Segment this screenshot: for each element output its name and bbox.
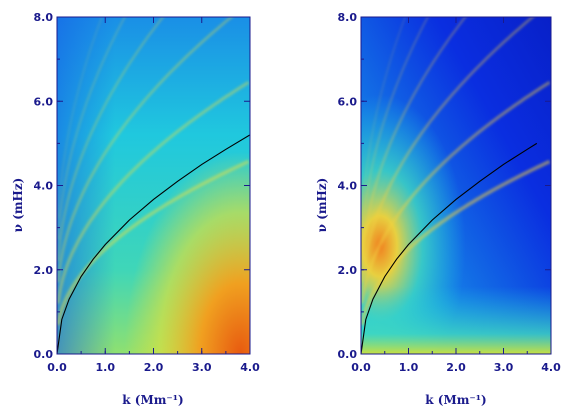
- right-mode-ridge: [361, 17, 467, 262]
- left-x-tick-label: 0.0: [47, 361, 67, 374]
- right-y-tick-label: 2.0: [338, 264, 358, 277]
- left-panel: 0.0 1.0 2.0 3.0 4.0 0.0 2.0 4.0 6.0 8.0 ν (mHz) k…: [11, 11, 261, 407]
- left-dispersion-curve: [57, 134, 250, 354]
- right-mode-ridge: [361, 17, 429, 240]
- right-x-tick-label: 0.0: [351, 361, 371, 374]
- right-x-tick-label: 2.0: [446, 361, 466, 374]
- right-curve: [361, 142, 538, 354]
- right-y-tick-label: 4.0: [338, 180, 358, 193]
- right-x-tick-label: 4.0: [541, 361, 561, 374]
- right-mode-ridge: [361, 17, 406, 219]
- left-mode-ridge: [57, 81, 250, 304]
- left-axes: 0.0 1.0 2.0 3.0 4.0 0.0 2.0 4.0 6.0 8.0: [34, 11, 261, 374]
- right-xlabel: k (Mm⁻¹): [425, 393, 486, 407]
- left-y-tick-label: 2.0: [34, 264, 54, 277]
- left-xlabel: k (Mm⁻¹): [122, 393, 183, 407]
- right-y-tick-label: 8.0: [338, 11, 358, 24]
- left-mode-ridge: [57, 17, 103, 219]
- left-mode-ridge: [57, 17, 165, 262]
- left-curve: [57, 134, 250, 354]
- left-x-tick-label: 3.0: [192, 361, 212, 374]
- right-y-tick-label: 0.0: [338, 348, 358, 361]
- left-ylabel: ν (mHz): [11, 178, 25, 233]
- left-heatmap: [57, 17, 250, 354]
- right-x-tick-label: 3.0: [494, 361, 514, 374]
- left-x-tick-label: 1.0: [96, 361, 116, 374]
- right-dispersion-curve: [361, 142, 538, 354]
- left-mode-ridge: [57, 17, 126, 240]
- right-mode-ridge: [361, 17, 535, 283]
- right-axes: 0.0 1.0 2.0 3.0 4.0 0.0 2.0 4.0 6.0 8.0: [338, 11, 562, 374]
- left-y-tick-label: 8.0: [34, 11, 54, 24]
- right-y-tick-label: 6.0: [338, 95, 358, 108]
- right-x-tick-label: 1.0: [399, 361, 419, 374]
- left-x-tick-label: 4.0: [240, 361, 260, 374]
- right-mode-ridge: [361, 81, 551, 304]
- left-y-tick-label: 6.0: [34, 95, 54, 108]
- left-y-tick-label: 4.0: [34, 180, 54, 193]
- right-panel: 0.0 1.0 2.0 3.0 4.0 0.0 2.0 4.0 6.0 8.0 ν (mHz) k…: [315, 11, 562, 407]
- right-ylabel: ν (mHz): [315, 178, 329, 233]
- left-mode-ridge: [57, 17, 234, 283]
- left-x-tick-label: 2.0: [144, 361, 164, 374]
- left-y-tick-label: 0.0: [34, 348, 54, 361]
- right-heatmap: [361, 17, 551, 354]
